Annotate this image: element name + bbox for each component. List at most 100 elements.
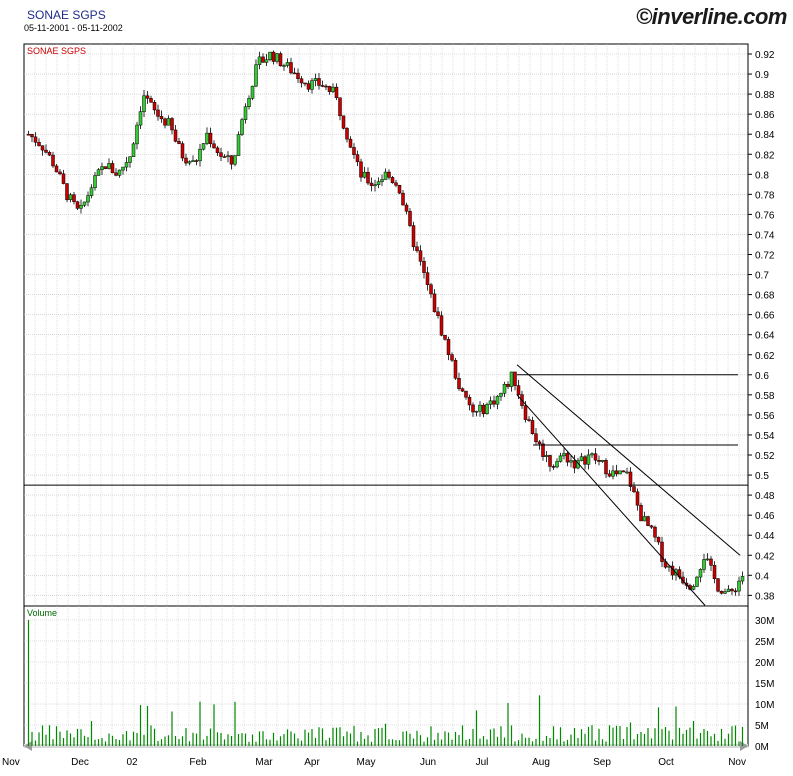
candle-body xyxy=(128,156,132,163)
candle-body xyxy=(362,171,367,178)
price-tick-label: 0.82 xyxy=(755,150,775,161)
candle-body xyxy=(75,201,80,209)
candle-body xyxy=(411,225,416,248)
x-axis-label: Dec xyxy=(71,757,89,768)
candle-body xyxy=(72,194,76,202)
candle-body xyxy=(523,405,528,420)
x-axis-label: Jun xyxy=(420,757,436,768)
candle-body xyxy=(551,466,556,468)
channel-lower-line xyxy=(516,394,706,606)
candle-body xyxy=(306,83,311,90)
candle-body xyxy=(485,404,489,414)
candle-body xyxy=(187,161,192,164)
candle-body xyxy=(345,128,349,140)
candle-body xyxy=(506,384,510,387)
candle-body xyxy=(695,576,699,587)
candle-body xyxy=(639,505,643,522)
candle-body xyxy=(47,152,52,156)
candle-body xyxy=(443,334,447,340)
price-tick-label: 0.44 xyxy=(755,531,775,542)
price-tick-label: 0.7 xyxy=(755,271,769,282)
candle-body xyxy=(621,470,626,473)
candle-body xyxy=(719,590,724,594)
candle-body xyxy=(33,136,38,143)
candle-body xyxy=(478,404,482,412)
candle-body xyxy=(114,172,118,176)
candle-body xyxy=(457,378,461,389)
candle-body xyxy=(303,82,307,85)
candle-body xyxy=(544,455,549,457)
volume-tick-label: 15M xyxy=(755,679,774,690)
candle-body xyxy=(401,192,405,206)
candle-body xyxy=(173,129,178,142)
candle-body xyxy=(30,134,34,138)
candle-body xyxy=(247,98,251,108)
candle-body xyxy=(691,586,696,590)
candle-body xyxy=(334,86,339,98)
candle-body xyxy=(422,261,426,273)
candle-body xyxy=(278,53,283,67)
date-range: 05-11-2001 - 05-11-2002 xyxy=(24,23,123,33)
candle-body xyxy=(660,541,664,562)
candle-body xyxy=(569,460,573,463)
candle-body xyxy=(366,171,370,184)
price-tick-label: 0.38 xyxy=(755,591,775,602)
price-tick-label: 0.76 xyxy=(755,210,775,221)
candle-body xyxy=(121,166,125,171)
candle-body xyxy=(369,182,374,186)
candle-body xyxy=(593,453,598,461)
price-tick-label: 0.48 xyxy=(755,491,775,502)
chart-header: SONAE SGPS 05-11-2001 - 05-11-2002 ©inve… xyxy=(0,0,793,44)
candle-body xyxy=(65,183,69,200)
x-axis-label: Mar xyxy=(255,757,273,768)
price-tick-label: 0.66 xyxy=(755,311,775,322)
candle-body xyxy=(264,59,269,63)
candle-body xyxy=(296,72,300,79)
candle-body xyxy=(331,86,335,92)
candle-body xyxy=(572,460,577,469)
candle-body xyxy=(698,569,703,578)
candle-body xyxy=(240,119,244,135)
candle-body xyxy=(184,157,188,164)
candle-body xyxy=(86,195,90,203)
candle-body xyxy=(44,149,48,153)
candle-body xyxy=(89,187,94,196)
candle-body xyxy=(541,443,545,457)
volume-tick-label: 10M xyxy=(755,700,774,711)
candle-body xyxy=(212,143,216,149)
x-axis-label: Aug xyxy=(532,757,550,768)
brand-logo[interactable]: ©inverline.com xyxy=(635,4,788,29)
candle-body xyxy=(152,102,157,111)
volume-tick-label: 20M xyxy=(755,658,774,669)
candle-body xyxy=(194,160,199,162)
price-tick-label: 0.86 xyxy=(755,110,775,121)
candle-body xyxy=(408,211,412,226)
candle-body xyxy=(488,400,493,405)
candle-body xyxy=(404,204,409,212)
candle-body xyxy=(271,51,276,62)
candle-body xyxy=(320,85,325,87)
candle-body xyxy=(562,453,566,457)
price-tick-label: 0.72 xyxy=(755,251,775,262)
candle-body xyxy=(268,51,272,61)
candle-body xyxy=(436,311,440,316)
candle-body xyxy=(355,154,360,163)
candle-body xyxy=(317,78,321,86)
candle-body xyxy=(201,143,206,150)
candle-body xyxy=(418,250,423,262)
candle-body xyxy=(285,62,290,66)
candle-body xyxy=(397,185,402,194)
candle-body xyxy=(390,177,395,184)
x-axis-label: May xyxy=(357,757,376,768)
candle-body xyxy=(373,184,377,187)
candle-body xyxy=(310,80,314,90)
candle-body xyxy=(471,404,475,413)
candle-body xyxy=(177,141,181,144)
candle-body xyxy=(558,455,563,462)
candle-body xyxy=(548,455,552,467)
candle-body xyxy=(614,470,619,475)
candle-body xyxy=(359,161,363,178)
candle-body xyxy=(149,98,153,103)
candle-body xyxy=(723,591,727,594)
candle-body xyxy=(611,470,615,477)
